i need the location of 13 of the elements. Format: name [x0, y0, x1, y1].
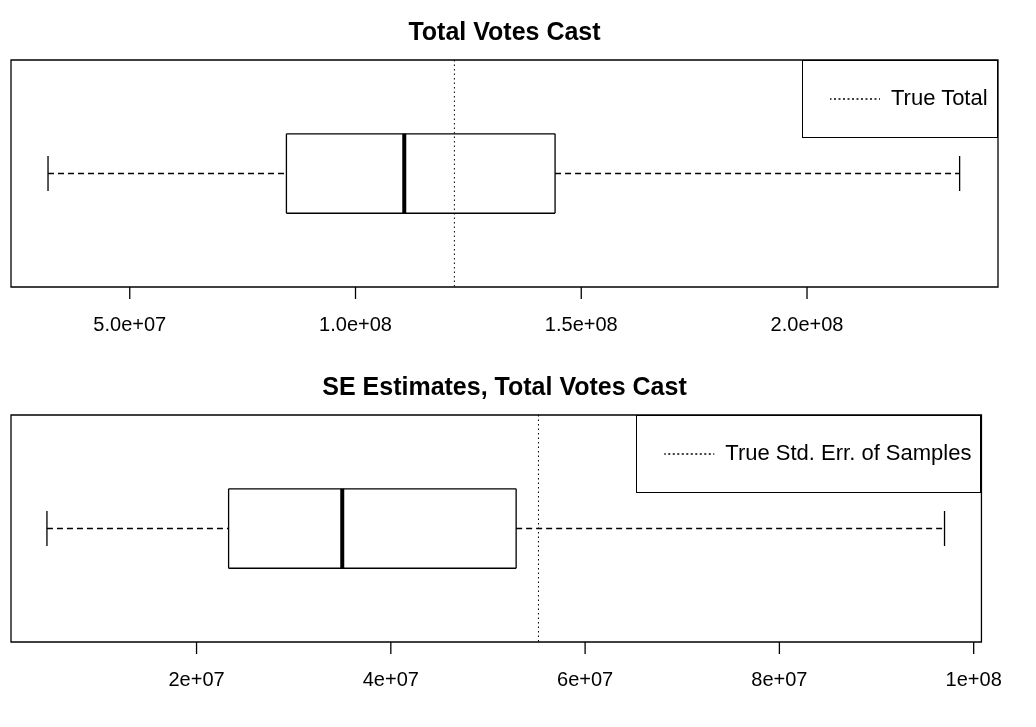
x-tick-label: 6e+07: [557, 667, 614, 690]
x-tick-label: 4e+07: [362, 667, 419, 690]
x-tick-label: 5.0e+07: [93, 312, 167, 335]
chart-title: SE Estimates, Total Votes Cast: [322, 371, 688, 400]
chart-title: Total Votes Cast: [408, 16, 602, 45]
x-tick-label: 1.0e+08: [319, 312, 392, 335]
x-tick-label: 1.5e+08: [544, 312, 618, 335]
x-tick-label: 8e+07: [751, 667, 808, 690]
ref-line-label: True Std. Err. of Samples: [725, 440, 972, 466]
ref-line-label: True Total: [891, 85, 988, 111]
x-tick-label: 2.0e+08: [770, 312, 844, 335]
x-tick-label: 2e+07: [168, 667, 225, 690]
x-tick-label: 1e+08: [945, 667, 1002, 690]
